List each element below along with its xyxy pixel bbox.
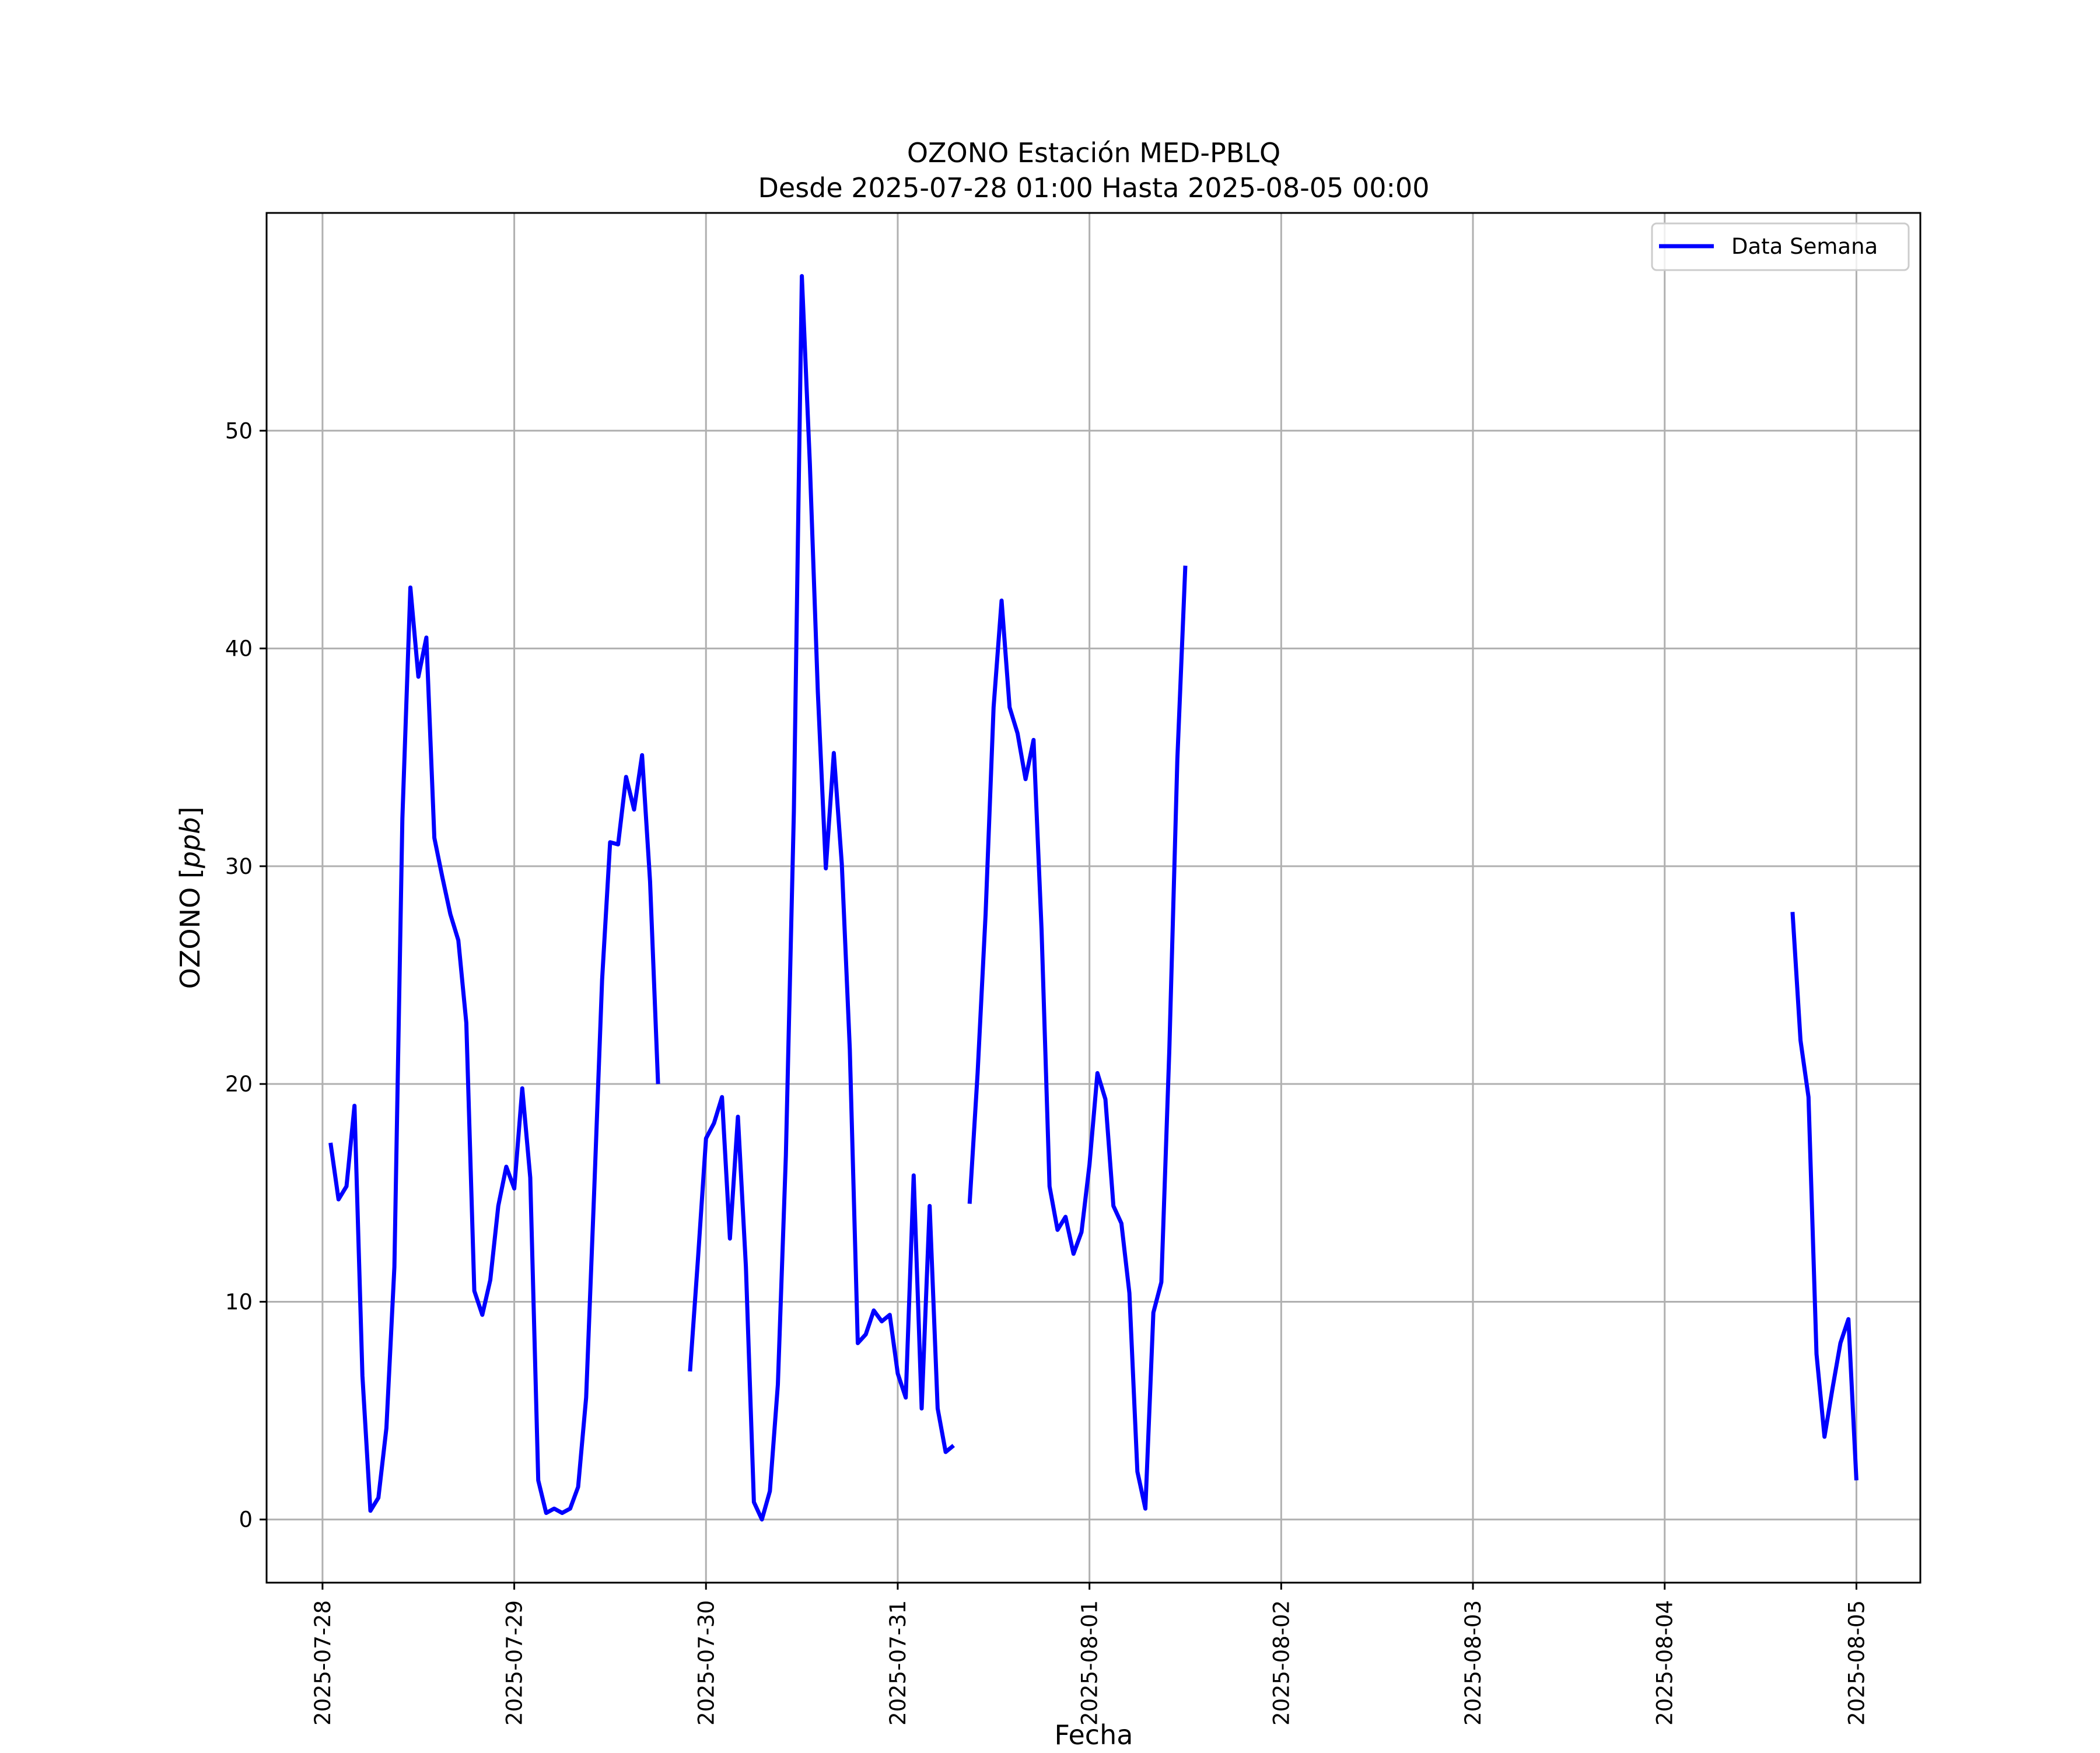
- x-tick-label: 2025-07-31: [886, 1600, 911, 1726]
- y-tick-label: 10: [225, 1289, 253, 1314]
- y-axis-label-suffix: ]: [174, 807, 206, 817]
- y-tick-label: 0: [239, 1507, 253, 1532]
- x-tick-label: 2025-08-05: [1844, 1600, 1869, 1726]
- y-axis-label-prefix: OZONO [: [174, 868, 206, 989]
- chart-title: OZONO Estación MED-PBLQ: [907, 137, 1280, 169]
- legend-label: Data Semana: [1731, 234, 1878, 259]
- series-line-data-semana: [328, 274, 1859, 1522]
- legend: Data Semana: [1651, 222, 1910, 271]
- x-axis-label: Fecha: [1055, 1719, 1133, 1750]
- y-tick-label: 40: [225, 636, 253, 662]
- y-axis-ticks: 0 10 20 30 40 50: [225, 418, 267, 1532]
- y-tick-label: 30: [225, 854, 253, 879]
- plot-frame: [265, 212, 1922, 1584]
- x-tick-label: 2025-07-28: [310, 1600, 335, 1726]
- x-tick-label: 2025-08-01: [1077, 1600, 1102, 1726]
- x-tick-label: 2025-08-04: [1653, 1600, 1678, 1726]
- series-group: [328, 274, 1859, 1522]
- y-tick-label: 20: [225, 1072, 253, 1097]
- y-tick-label: 50: [225, 418, 253, 443]
- y-axis-label: OZONO [ppb]: [174, 807, 206, 989]
- grid: [267, 213, 1920, 1583]
- legend-box: [1651, 222, 1910, 271]
- y-axis-label-unit: ppb: [174, 817, 206, 869]
- x-tick-label: 2025-08-03: [1461, 1600, 1486, 1726]
- x-axis-ticks: 2025-07-28 2025-07-29 2025-07-30 2025-07-31…: [310, 1583, 1869, 1726]
- x-tick-label: 2025-07-30: [694, 1600, 719, 1726]
- x-tick-label: 2025-08-02: [1269, 1600, 1294, 1726]
- x-tick-label: 2025-07-29: [502, 1600, 527, 1726]
- chart-subtitle: Desde 2025-07-28 01:00 Hasta 2025-08-05 …: [758, 172, 1429, 204]
